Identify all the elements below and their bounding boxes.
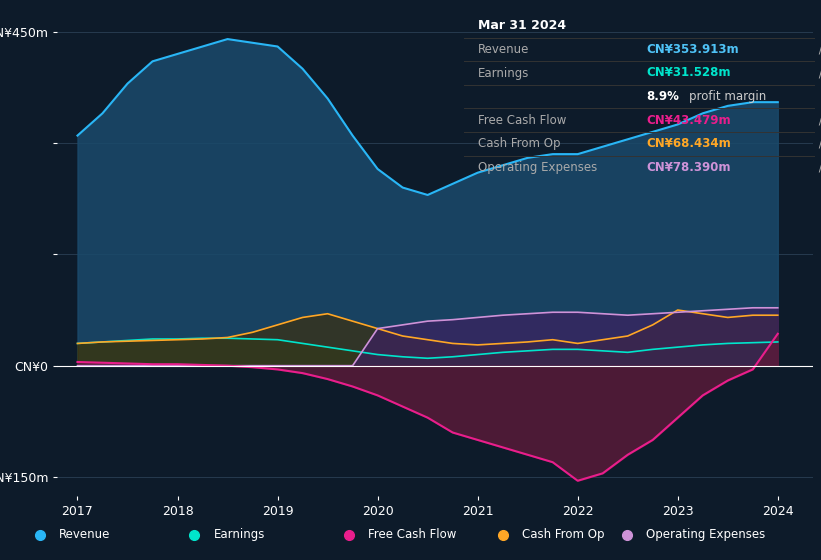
Text: Earnings: Earnings <box>213 528 265 542</box>
Text: profit margin: profit margin <box>689 90 766 103</box>
Text: /yr: /yr <box>815 114 821 127</box>
Text: Mar 31 2024: Mar 31 2024 <box>478 19 566 32</box>
Text: CN¥68.434m: CN¥68.434m <box>647 137 732 150</box>
Text: Operating Expenses: Operating Expenses <box>478 161 597 174</box>
Text: Operating Expenses: Operating Expenses <box>646 528 765 542</box>
Text: /yr: /yr <box>815 43 821 56</box>
Text: 8.9%: 8.9% <box>647 90 680 103</box>
Text: /yr: /yr <box>815 67 821 80</box>
Text: Earnings: Earnings <box>478 67 530 80</box>
Text: Revenue: Revenue <box>478 43 530 56</box>
Text: CN¥31.528m: CN¥31.528m <box>647 67 731 80</box>
Text: /yr: /yr <box>815 161 821 174</box>
Text: Free Cash Flow: Free Cash Flow <box>368 528 456 542</box>
Text: CN¥353.913m: CN¥353.913m <box>647 43 739 56</box>
Text: CN¥78.390m: CN¥78.390m <box>647 161 731 174</box>
Text: Cash From Op: Cash From Op <box>478 137 561 150</box>
Text: CN¥43.479m: CN¥43.479m <box>647 114 732 127</box>
Text: Revenue: Revenue <box>59 528 111 542</box>
Text: Cash From Op: Cash From Op <box>522 528 605 542</box>
Text: Free Cash Flow: Free Cash Flow <box>478 114 566 127</box>
Text: /yr: /yr <box>815 137 821 150</box>
